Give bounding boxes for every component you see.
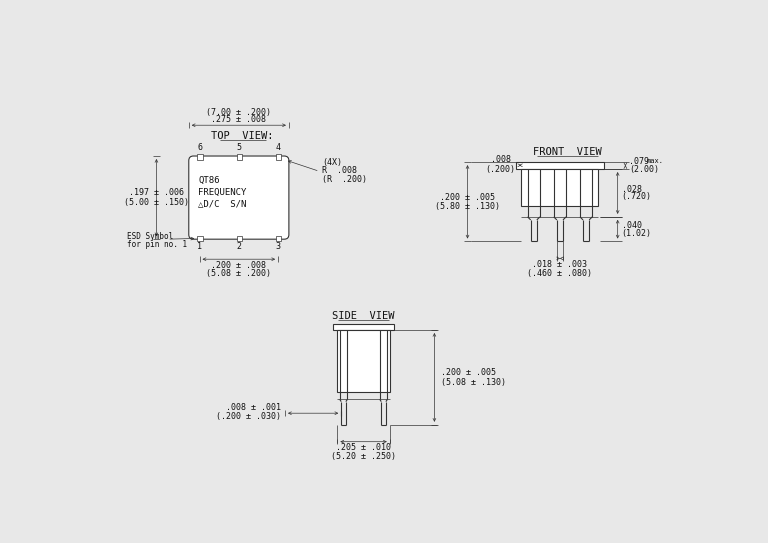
Text: (5.00 ± .150): (5.00 ± .150) bbox=[124, 198, 189, 207]
Text: .040: .040 bbox=[621, 221, 641, 230]
Bar bbox=[333, 324, 395, 330]
Text: .018 ± .003: .018 ± .003 bbox=[532, 260, 588, 269]
FancyBboxPatch shape bbox=[189, 156, 289, 239]
Bar bbox=[197, 236, 203, 242]
Text: 1: 1 bbox=[197, 242, 202, 251]
Text: .200 ± .008: .200 ± .008 bbox=[211, 261, 266, 270]
Bar bbox=[197, 154, 203, 160]
Text: 3: 3 bbox=[276, 242, 280, 251]
Text: (R  .200): (R .200) bbox=[322, 175, 367, 184]
Bar bbox=[276, 154, 281, 160]
Text: .079: .079 bbox=[629, 157, 649, 166]
Text: (1.02): (1.02) bbox=[621, 229, 651, 237]
Text: (.200 ± .030): (.200 ± .030) bbox=[216, 412, 281, 421]
Text: 5: 5 bbox=[237, 143, 241, 152]
Text: .200 ± .005: .200 ± .005 bbox=[440, 193, 495, 201]
Text: (5.80 ± .130): (5.80 ± .130) bbox=[435, 202, 500, 211]
Text: (.720): (.720) bbox=[621, 192, 651, 201]
Text: (.460 ± .080): (.460 ± .080) bbox=[528, 269, 592, 277]
Text: R  .008: R .008 bbox=[322, 166, 357, 175]
Text: for pin no. 1: for pin no. 1 bbox=[127, 240, 187, 249]
Text: SIDE  VIEW: SIDE VIEW bbox=[333, 311, 395, 321]
Text: QT86: QT86 bbox=[198, 176, 220, 185]
Text: .197 ± .006: .197 ± .006 bbox=[129, 188, 184, 198]
Text: .275 ± .008: .275 ± .008 bbox=[211, 115, 266, 124]
Text: (4X): (4X) bbox=[322, 157, 342, 167]
Text: ESD Symbol: ESD Symbol bbox=[127, 232, 174, 241]
Text: .028: .028 bbox=[621, 185, 641, 194]
Text: .008 ± .001: .008 ± .001 bbox=[227, 402, 281, 412]
Bar bbox=[516, 162, 604, 169]
Text: (5.08 ± .200): (5.08 ± .200) bbox=[207, 269, 271, 277]
Text: 4: 4 bbox=[276, 143, 280, 152]
Text: 2: 2 bbox=[237, 242, 241, 251]
Text: FREQUENCY: FREQUENCY bbox=[198, 188, 247, 197]
Text: (7.00 ± .200): (7.00 ± .200) bbox=[207, 108, 271, 117]
Text: △D/C  S/N: △D/C S/N bbox=[198, 199, 247, 209]
Bar bbox=[237, 236, 242, 242]
Text: (2.00): (2.00) bbox=[629, 165, 659, 174]
Text: .200 ± .005: .200 ± .005 bbox=[441, 368, 495, 377]
Text: TOP  VIEW:: TOP VIEW: bbox=[211, 131, 274, 141]
Bar bbox=[337, 330, 389, 392]
Text: (.200): (.200) bbox=[485, 165, 515, 174]
Text: (5.08 ± .130): (5.08 ± .130) bbox=[441, 377, 505, 387]
Text: .008: .008 bbox=[491, 155, 511, 165]
Text: (5.20 ± .250): (5.20 ± .250) bbox=[331, 452, 396, 461]
Text: FRONT  VIEW: FRONT VIEW bbox=[533, 147, 602, 157]
Text: max.: max. bbox=[646, 159, 663, 165]
Bar bbox=[276, 236, 281, 242]
Bar bbox=[237, 154, 242, 160]
Bar bbox=[521, 169, 598, 206]
Text: 6: 6 bbox=[197, 143, 202, 152]
Text: .205 ± .010: .205 ± .010 bbox=[336, 443, 391, 452]
